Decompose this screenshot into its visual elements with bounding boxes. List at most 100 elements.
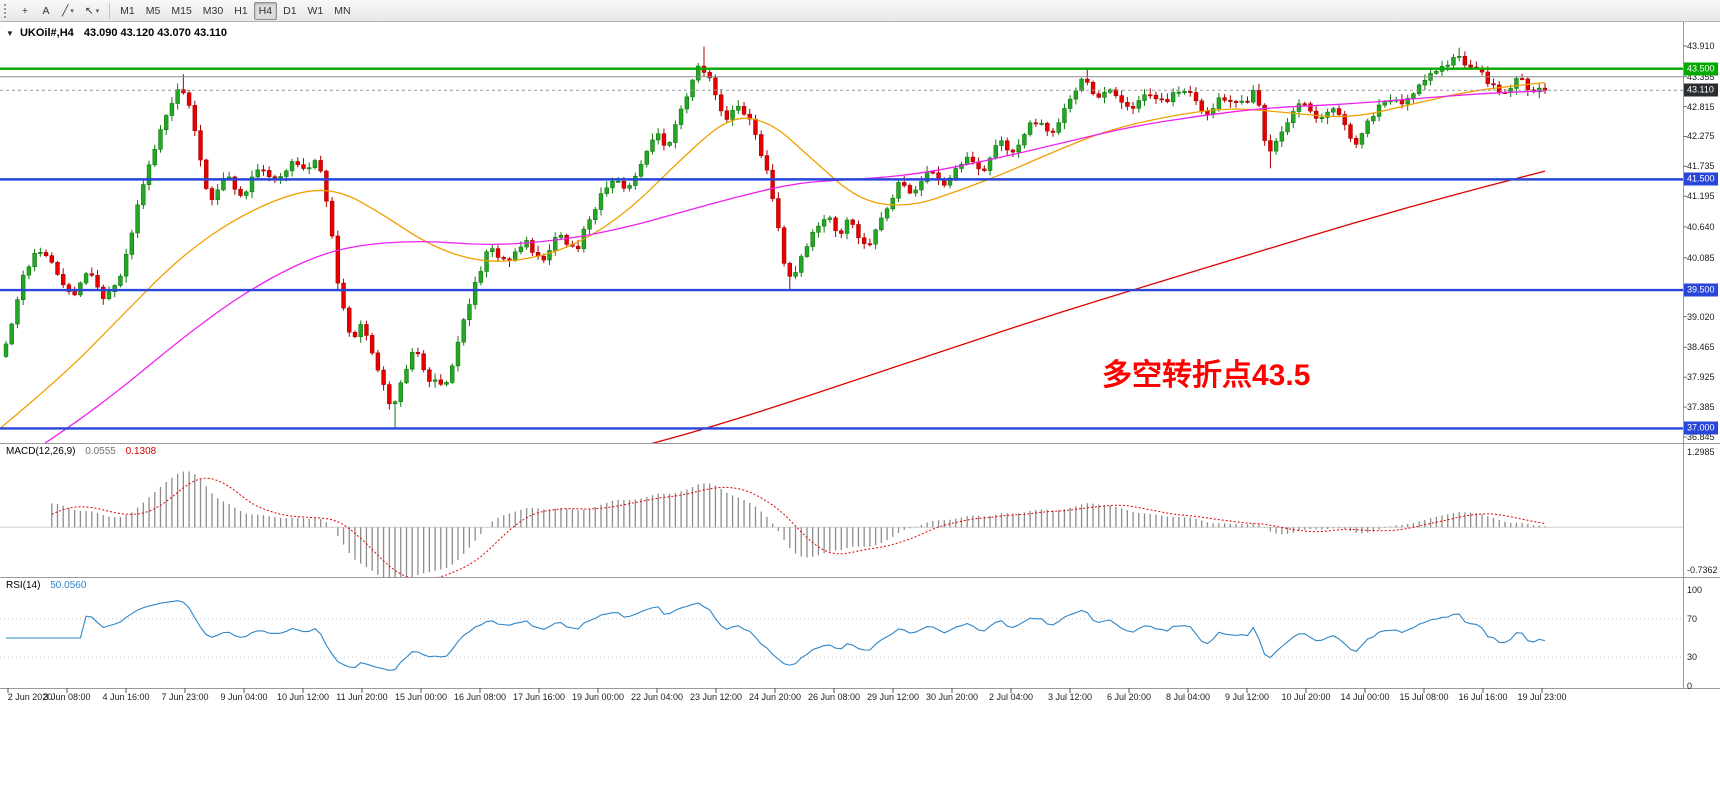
price-scale-label: 42.275 xyxy=(1687,131,1715,142)
candle-body xyxy=(369,335,375,354)
chart-dropdown-icon[interactable]: ▼ xyxy=(6,29,14,38)
candle-body xyxy=(266,170,272,178)
toolbar-separator xyxy=(109,2,111,19)
price-scale-label: 43.355 xyxy=(1687,71,1715,82)
candle-body xyxy=(1273,140,1279,152)
macd-histogram xyxy=(51,471,1546,577)
time-label: 26 Jun 08:00 xyxy=(807,692,861,702)
chart-area[interactable]: 43.910 43.355 42.815 42.275 41.735 41.195 40.6… xyxy=(0,22,1720,795)
candle-body xyxy=(101,286,106,299)
candle-body xyxy=(467,304,472,320)
rsi-header: RSI(14) 50.0560 xyxy=(6,580,86,591)
timeframe-button-H1[interactable]: H1 xyxy=(234,4,248,17)
candle-body xyxy=(650,139,655,152)
candle-body xyxy=(1170,92,1176,102)
candle-body xyxy=(450,365,455,383)
candle-body xyxy=(61,274,66,286)
candle-body xyxy=(1228,99,1233,102)
candle-body xyxy=(1302,103,1307,106)
candle-body xyxy=(284,170,289,177)
candle-body xyxy=(1085,78,1090,83)
candle-body xyxy=(1062,108,1067,124)
candle-body xyxy=(982,168,987,171)
candle-body xyxy=(610,181,615,189)
chevron-down-icon: ▾ xyxy=(70,7,74,15)
text-label-tool-button[interactable]: A xyxy=(36,2,56,20)
candle-body xyxy=(896,182,901,199)
timeframe-button-D1[interactable]: D1 xyxy=(283,4,297,17)
chart-canvas[interactable] xyxy=(0,22,1720,795)
time-label: 10 Jul 20:00 xyxy=(1281,692,1331,702)
candle-body xyxy=(358,324,363,338)
candle-body xyxy=(421,353,426,371)
candle-body xyxy=(1296,103,1302,112)
candle-body xyxy=(1102,91,1107,98)
candle-body xyxy=(1130,106,1136,109)
candle-body xyxy=(1285,122,1290,133)
candle-body xyxy=(1359,133,1365,145)
candle-body xyxy=(947,177,953,186)
time-label: 15 Jun 00:00 xyxy=(394,692,448,702)
price-badge-39.500: 39.500 xyxy=(1684,283,1718,297)
candle-body xyxy=(398,382,403,402)
candle-body xyxy=(427,369,432,382)
timeframe-button-M15[interactable]: M15 xyxy=(171,4,192,17)
timeframe-button-H4[interactable]: H4 xyxy=(253,1,278,20)
timeframe-button-MN[interactable]: MN xyxy=(334,4,351,17)
price-scale-label: 36.845 xyxy=(1687,432,1715,442)
candle-body xyxy=(747,113,752,120)
candle-body xyxy=(518,246,524,253)
candle-body xyxy=(1153,94,1159,100)
candle-body xyxy=(1050,130,1056,133)
candle-body xyxy=(238,188,243,196)
macd-signal-value: 0.1308 xyxy=(125,446,157,457)
timeframe-button-W1[interactable]: W1 xyxy=(307,4,324,17)
time-label: 17 Jun 16:00 xyxy=(512,692,566,702)
candle-body xyxy=(163,115,169,130)
candle-body xyxy=(953,168,958,179)
toolbar-grip[interactable] xyxy=(4,3,9,18)
price-scale-label: 39.020 xyxy=(1687,311,1715,322)
candle-body xyxy=(438,379,444,385)
candle-body xyxy=(1262,104,1267,141)
time-label: 16 Jul 16:00 xyxy=(1458,692,1508,702)
time-label: 7 Jun 23:00 xyxy=(161,692,209,702)
price-badge-43.110: 43.110 xyxy=(1684,83,1718,97)
candle-body xyxy=(9,323,14,345)
candle-body xyxy=(850,219,855,225)
candle-body xyxy=(307,167,312,170)
candle-body xyxy=(289,161,295,172)
price-scale-label: 42.815 xyxy=(1687,101,1715,112)
price-scale-label: 37.385 xyxy=(1687,402,1715,413)
timeframe-button-M1[interactable]: M1 xyxy=(120,4,135,17)
arrow-tools-tool-button[interactable]: ↖ ▾ xyxy=(80,2,104,20)
timeframe-button-M5[interactable]: M5 xyxy=(145,4,161,17)
candle-body xyxy=(123,254,129,277)
candle-body xyxy=(644,151,649,165)
candle-body xyxy=(736,106,741,111)
timeframe-button-M30[interactable]: M30 xyxy=(202,4,224,17)
candle-body xyxy=(1251,90,1256,103)
candle-body xyxy=(1405,98,1410,105)
candle-body xyxy=(1010,149,1016,153)
crosshair-tool-button[interactable]: + xyxy=(15,2,35,20)
time-label: 10 Jun 12:00 xyxy=(276,692,330,702)
candle-body xyxy=(1188,91,1193,93)
candle-body xyxy=(461,319,466,343)
annotation-text[interactable]: 多空转折点43.5 xyxy=(1102,359,1311,392)
line-studies-tool-button[interactable]: ╱ ▾ xyxy=(57,2,79,20)
candle-body xyxy=(827,217,833,220)
candle-body xyxy=(1193,92,1199,102)
candle-body xyxy=(118,275,123,286)
candle-body xyxy=(387,384,392,405)
candle-body xyxy=(3,343,9,357)
candle-body xyxy=(816,225,821,233)
candle-body xyxy=(1216,97,1222,109)
candle-body xyxy=(375,352,381,371)
candle-body xyxy=(890,197,895,210)
price-badge-37.000: 37.000 xyxy=(1684,421,1718,435)
candle-body xyxy=(844,219,850,234)
candle-body xyxy=(696,65,701,81)
candle-body xyxy=(1519,78,1525,80)
candle-body xyxy=(999,140,1004,146)
